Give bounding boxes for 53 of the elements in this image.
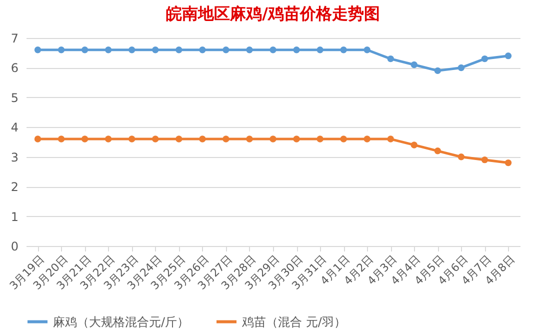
point (504, 52, 512, 60)
point (504, 159, 512, 166)
point (199, 46, 206, 54)
point (293, 136, 300, 142)
point (34, 136, 42, 142)
y-tick-label: 1 (10, 210, 18, 224)
point (58, 46, 65, 54)
point (364, 46, 370, 54)
point (340, 136, 347, 142)
point (458, 154, 465, 160)
chart-title: 皖南地区麻鸡/鸡苗价格走势图 (166, 4, 380, 23)
y-tick-label: 2 (10, 180, 18, 194)
point (222, 136, 230, 142)
point (34, 46, 42, 54)
point (176, 46, 182, 54)
legend-label: 鸡苗（混合 元/羽） (241, 314, 346, 329)
point (364, 136, 370, 142)
point (199, 136, 206, 142)
point (293, 46, 300, 54)
point (270, 46, 276, 54)
point (176, 136, 182, 142)
point (246, 136, 253, 142)
y-tick-label: 7 (10, 32, 18, 46)
point (246, 46, 253, 54)
point (458, 64, 465, 72)
point (387, 136, 394, 142)
legend-label: 麻鸡（大规格混合元/斤） (53, 314, 190, 329)
y-tick-label: 3 (10, 150, 18, 164)
point (481, 55, 488, 62)
point (270, 136, 276, 142)
point (152, 136, 159, 142)
point (104, 136, 112, 142)
point (128, 136, 136, 142)
point (387, 55, 394, 62)
point (58, 136, 65, 142)
y-tick-label: 5 (10, 90, 18, 105)
point (410, 61, 418, 68)
point (81, 46, 88, 54)
point (481, 156, 488, 164)
y-tick-label: 6 (10, 61, 18, 76)
point (222, 46, 230, 54)
point (340, 46, 347, 54)
point (434, 67, 442, 74)
point (81, 136, 88, 142)
y-tick-label: 4 (10, 120, 18, 135)
y-tick-label: 0 (10, 240, 18, 254)
point (316, 136, 324, 142)
point (128, 46, 136, 54)
point (316, 46, 324, 54)
point (104, 46, 112, 54)
point (434, 148, 442, 154)
point (152, 46, 159, 54)
point (410, 142, 418, 148)
